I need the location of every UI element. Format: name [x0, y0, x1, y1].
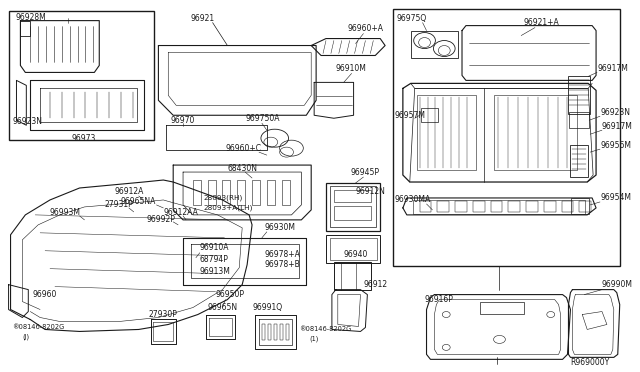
Text: 96928M: 96928M — [15, 13, 46, 22]
Text: 96960: 96960 — [32, 290, 56, 299]
Text: 96923N: 96923N — [600, 108, 630, 117]
Text: 96930M: 96930M — [265, 223, 296, 232]
Text: 96917M: 96917M — [602, 122, 633, 131]
Bar — [413, 200, 585, 214]
Bar — [572, 198, 589, 214]
Text: 96992P: 96992P — [147, 215, 175, 224]
Bar — [326, 183, 380, 231]
Text: 96912: 96912 — [364, 280, 388, 289]
Text: 96960+C: 96960+C — [225, 144, 261, 153]
Text: 96956M: 96956M — [600, 141, 631, 150]
Bar — [417, 95, 476, 170]
Text: 96910A: 96910A — [200, 243, 229, 252]
Bar — [455, 201, 467, 212]
Text: 96957M: 96957M — [395, 111, 426, 120]
Text: 96950P: 96950P — [216, 290, 244, 299]
Bar — [262, 324, 265, 340]
Text: 96921: 96921 — [191, 14, 215, 23]
Text: 28093+A(LH): 28093+A(LH) — [204, 205, 253, 211]
Text: 96923N: 96923N — [13, 117, 42, 126]
Bar — [508, 201, 520, 212]
Text: 96912AA: 96912AA — [163, 208, 198, 217]
Text: 28093(RH): 28093(RH) — [204, 195, 243, 201]
Text: 96912A: 96912A — [114, 187, 143, 196]
Text: 68430N: 68430N — [227, 164, 257, 173]
Bar — [237, 180, 245, 205]
Bar — [285, 324, 289, 340]
Bar — [282, 180, 289, 205]
Text: 96930MA: 96930MA — [395, 195, 431, 205]
Bar — [568, 76, 590, 114]
Text: 96910M: 96910M — [336, 64, 367, 73]
Bar — [8, 11, 154, 140]
Bar — [393, 9, 620, 266]
Text: 96917M: 96917M — [597, 64, 628, 73]
Text: 96945P: 96945P — [351, 167, 380, 177]
Bar — [193, 180, 201, 205]
Text: 96978+A: 96978+A — [265, 250, 301, 259]
Bar — [579, 201, 591, 212]
Text: 96916P: 96916P — [424, 295, 453, 304]
Text: (1): (1) — [309, 335, 319, 341]
Text: 96940: 96940 — [344, 250, 368, 259]
Bar — [330, 238, 377, 260]
Text: 96913M: 96913M — [200, 267, 230, 276]
Bar — [526, 201, 538, 212]
Bar — [437, 201, 449, 212]
Bar — [420, 108, 438, 122]
Bar — [493, 95, 577, 170]
Bar — [334, 262, 371, 290]
Text: 27930P: 27930P — [148, 310, 177, 319]
Bar — [570, 112, 589, 128]
Bar — [334, 190, 371, 202]
Bar — [420, 201, 431, 212]
Text: 96975Q: 96975Q — [397, 14, 428, 23]
Bar — [267, 180, 275, 205]
Text: 96965NA: 96965NA — [121, 198, 156, 206]
Bar — [570, 145, 588, 177]
Bar — [491, 201, 502, 212]
Bar — [334, 206, 371, 220]
Text: ®08146-8202G: ®08146-8202G — [13, 324, 65, 330]
Text: (J): (J) — [22, 333, 29, 340]
Bar — [544, 201, 556, 212]
Bar — [330, 186, 376, 227]
Bar — [274, 324, 276, 340]
Text: 96991Q: 96991Q — [252, 303, 282, 312]
Bar — [480, 302, 524, 314]
Text: 96954M: 96954M — [600, 193, 631, 202]
Bar — [223, 180, 230, 205]
Text: 96912N: 96912N — [356, 187, 385, 196]
Text: 96990M: 96990M — [602, 280, 633, 289]
Text: 969750A: 969750A — [245, 114, 280, 123]
Bar — [208, 180, 216, 205]
Text: R969000Y: R969000Y — [570, 358, 610, 367]
Bar — [268, 324, 271, 340]
Bar — [473, 201, 484, 212]
Text: 27931P: 27931P — [104, 201, 133, 209]
Bar — [280, 324, 283, 340]
Text: 96978+B: 96978+B — [265, 260, 301, 269]
Text: 96921+A: 96921+A — [523, 18, 559, 27]
Bar — [252, 180, 260, 205]
Text: 96970: 96970 — [170, 116, 195, 125]
Text: 96965N: 96965N — [208, 303, 238, 312]
Bar — [326, 235, 380, 263]
Text: 96960+A: 96960+A — [348, 24, 383, 33]
Text: ®08146-8202G: ®08146-8202G — [300, 327, 351, 333]
Text: 96973: 96973 — [72, 134, 96, 143]
Bar — [561, 201, 573, 212]
Text: 68794P: 68794P — [200, 255, 228, 264]
Bar — [411, 31, 458, 58]
Text: 96993M: 96993M — [50, 208, 81, 217]
